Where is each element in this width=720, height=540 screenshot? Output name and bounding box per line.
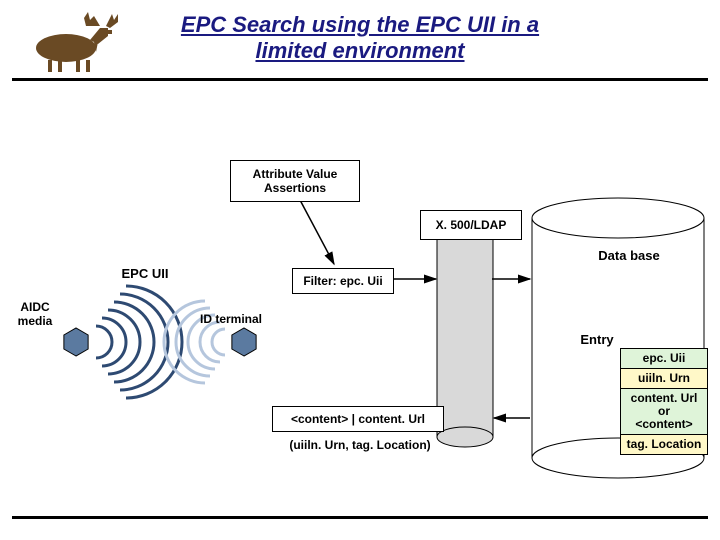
label-content2: (uiiln. Urn, tag. Location) <box>280 438 440 452</box>
server-cylinder <box>437 212 493 447</box>
label-epc_uii: EPC UII <box>105 266 185 281</box>
entry-stack: epc. Uiiuiiln. Urncontent. Url or <conte… <box>620 348 708 455</box>
box-avassert: Attribute Value Assertions <box>230 160 360 202</box>
entry-field-1: uiiln. Urn <box>620 368 708 389</box>
label-aidc: AIDC media <box>10 300 60 328</box>
label-entry: Entry <box>572 332 622 347</box>
terminal-hex-icon <box>232 328 256 356</box>
radio-arcs <box>96 286 225 398</box>
box-x500: X. 500/LDAP <box>420 210 522 240</box>
label-database: Data base <box>584 248 674 263</box>
entry-field-0: epc. Uii <box>620 348 708 369</box>
aidc-hex-icon <box>64 328 88 356</box>
entry-field-3: tag. Location <box>620 434 708 455</box>
moose-icon <box>36 12 118 72</box>
label-idterm: ID terminal <box>186 312 276 326</box>
box-content: <content> | content. Url <box>272 406 444 432</box>
box-filter: Filter: epc. Uii <box>292 268 394 294</box>
arrow-0 <box>300 200 334 264</box>
entry-field-2: content. Url or <content> <box>620 388 708 435</box>
